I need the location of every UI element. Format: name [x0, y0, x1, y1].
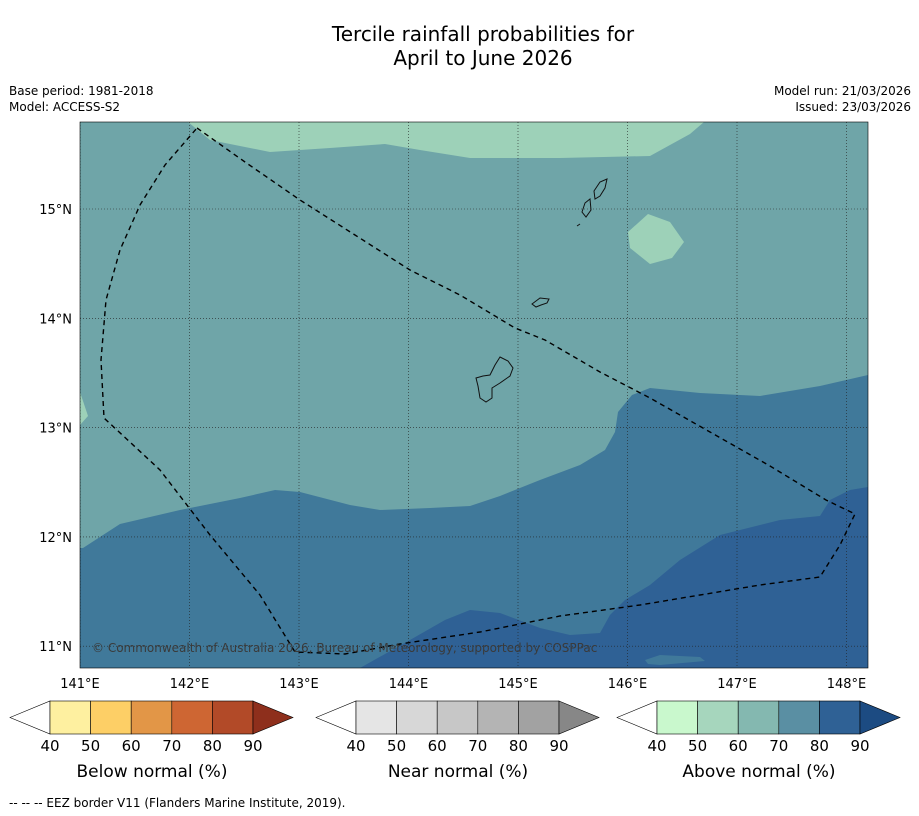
longitude-label: 145°E	[498, 677, 538, 692]
latitude-label: 11°N	[39, 640, 72, 655]
colorbar-tick-label: 80	[509, 737, 528, 755]
colorbar-tick-label: 80	[810, 737, 829, 755]
colorbar-tick-label: 60	[122, 737, 141, 755]
colorbar-swatch	[738, 701, 779, 734]
copyright-notice: © Commonwealth of Australia 2026, Bureau…	[92, 641, 597, 655]
colorbar-label-below: Below normal (%)	[10, 762, 294, 782]
colorbar-tick-label: 50	[387, 737, 406, 755]
colorbar-swatch	[397, 701, 438, 734]
colorbar-swatch	[172, 701, 213, 734]
colorbar-swatch	[50, 701, 91, 734]
latitude-label: 13°N	[39, 422, 72, 437]
colorbar-swatch	[657, 701, 698, 734]
latitude-label: 14°N	[39, 312, 72, 327]
colorbar-tick-label: 90	[549, 737, 568, 755]
colorbar: 40 50 60 70 80 90	[316, 701, 599, 755]
colorbar-tick-label: 60	[428, 737, 447, 755]
longitude-label: 146°E	[608, 677, 648, 692]
colorbar-swatch	[212, 701, 253, 734]
colorbars: 40 50 60 70 80 90 40 50 60 70 80 90 40 50 60 70 80 90	[10, 701, 900, 755]
longitude-label: 143°E	[279, 677, 319, 692]
colorbar-tick-label: 40	[40, 737, 59, 755]
colorbar-tick-label: 70	[162, 737, 181, 755]
colorbar-extend-low	[10, 701, 50, 734]
colorbar-swatch	[91, 701, 132, 734]
colorbar-tick-label: 60	[729, 737, 748, 755]
colorbar-tick-label: 80	[203, 737, 222, 755]
latitude-labels: 15°N 14°N 13°N 12°N 11°N	[39, 203, 72, 655]
probability-map	[80, 122, 868, 668]
colorbar-extend-low	[316, 701, 356, 734]
longitude-label: 148°E	[827, 677, 867, 692]
eez-footnote: -- -- -- EEZ border V11 (Flanders Marine…	[9, 796, 346, 810]
latitude-label: 15°N	[39, 203, 72, 218]
colorbar-swatch	[478, 701, 519, 734]
longitude-label: 142°E	[170, 677, 210, 692]
colorbar-label-near: Near normal (%)	[316, 762, 600, 782]
longitude-label: 147°E	[717, 677, 757, 692]
colorbar-tick-label: 90	[850, 737, 869, 755]
colorbar-swatch	[518, 701, 559, 734]
longitude-label: 144°E	[389, 677, 429, 692]
colorbar: 40 50 60 70 80 90	[617, 701, 900, 755]
longitude-label: 141°E	[60, 677, 100, 692]
colorbar-swatch	[779, 701, 820, 734]
colorbar-tick-label: 90	[243, 737, 262, 755]
colorbar-tick-label: 50	[688, 737, 707, 755]
longitude-labels: 141°E 142°E 143°E 144°E 145°E 146°E 147°E 148°E	[60, 677, 866, 692]
colorbar-swatch	[131, 701, 172, 734]
colorbar-swatch	[356, 701, 397, 734]
colorbar-label-above: Above normal (%)	[617, 762, 901, 782]
colorbar-tick-label: 40	[346, 737, 365, 755]
colorbar-swatch	[819, 701, 860, 734]
latitude-label: 12°N	[39, 531, 72, 546]
colorbar-swatch	[437, 701, 478, 734]
colorbar-extend-high	[860, 701, 900, 734]
colorbar-swatch	[698, 701, 739, 734]
colorbar-tick-label: 70	[468, 737, 487, 755]
colorbar-extend-high	[253, 701, 293, 734]
colorbar-extend-high	[559, 701, 599, 734]
colorbar-tick-label: 70	[769, 737, 788, 755]
colorbar-extend-low	[617, 701, 657, 734]
colorbar-tick-label: 50	[81, 737, 100, 755]
colorbar-tick-label: 40	[647, 737, 666, 755]
colorbar: 40 50 60 70 80 90	[10, 701, 293, 755]
